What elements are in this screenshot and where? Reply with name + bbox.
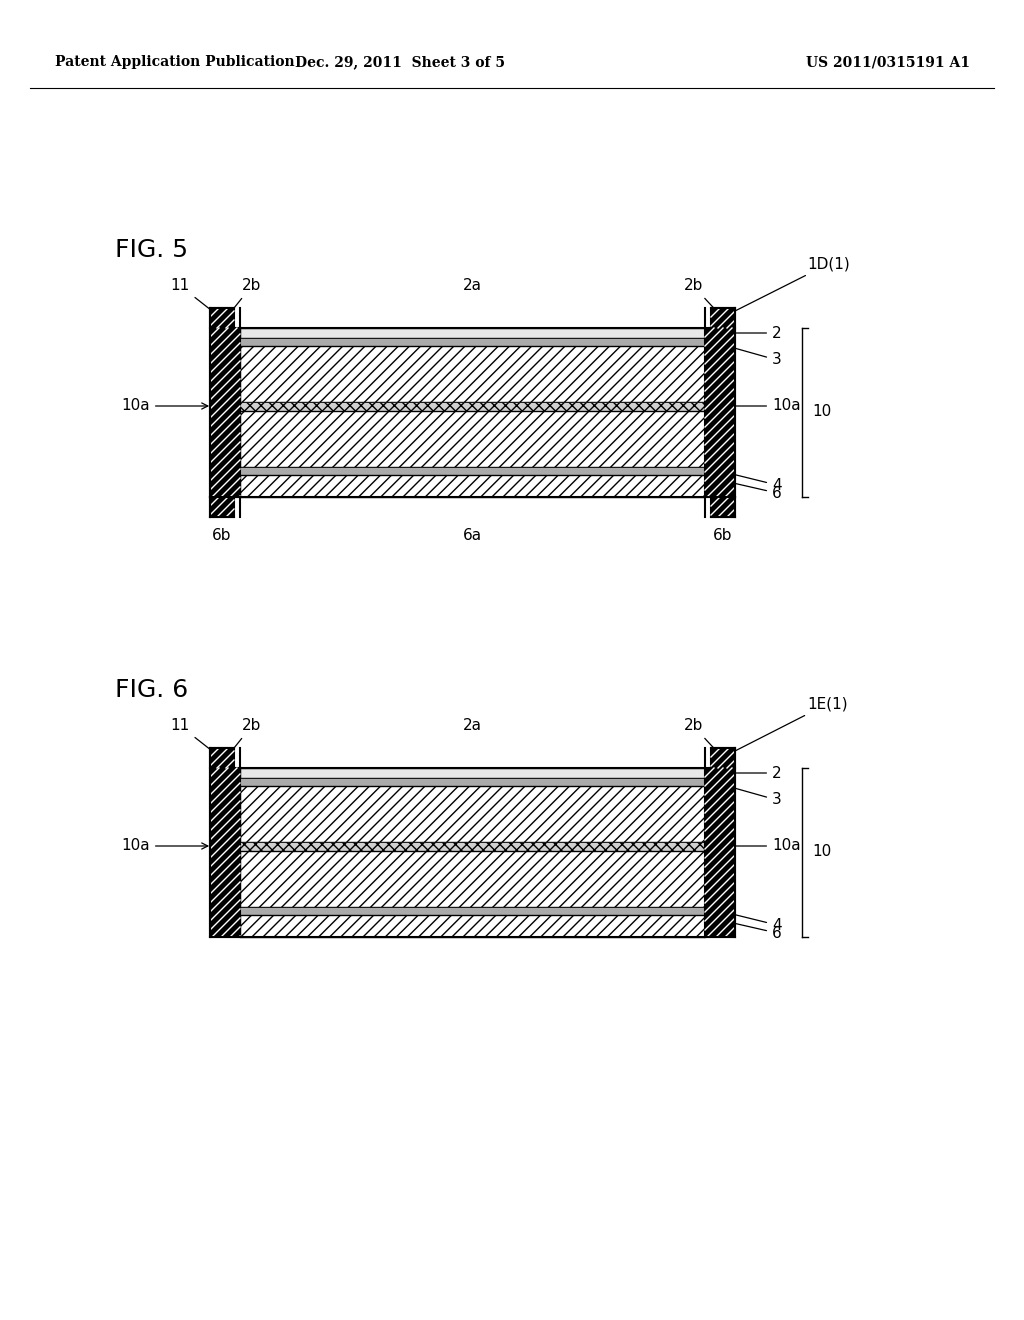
Text: 10a: 10a bbox=[710, 838, 801, 854]
Text: 6b: 6b bbox=[212, 528, 231, 543]
Text: 10a: 10a bbox=[122, 838, 208, 854]
Text: 10: 10 bbox=[812, 845, 831, 859]
Bar bbox=[240, 403, 705, 411]
Text: 6a: 6a bbox=[463, 528, 481, 543]
Bar bbox=[240, 475, 705, 498]
Text: 2b: 2b bbox=[227, 279, 261, 315]
Text: 2b: 2b bbox=[684, 279, 721, 315]
Bar bbox=[240, 327, 705, 338]
Text: 2b: 2b bbox=[227, 718, 261, 756]
Bar bbox=[210, 748, 234, 768]
Bar bbox=[240, 768, 705, 777]
Bar bbox=[210, 498, 234, 517]
Bar bbox=[210, 308, 234, 327]
Text: 6: 6 bbox=[723, 480, 781, 500]
Bar bbox=[240, 907, 705, 915]
Text: 6b: 6b bbox=[714, 528, 733, 543]
Text: 2: 2 bbox=[723, 766, 781, 780]
Bar bbox=[711, 498, 735, 517]
Text: 2b: 2b bbox=[684, 718, 721, 756]
Text: US 2011/0315191 A1: US 2011/0315191 A1 bbox=[806, 55, 970, 69]
Text: 1E(1): 1E(1) bbox=[735, 697, 848, 751]
Text: 1D(1): 1D(1) bbox=[735, 256, 850, 310]
Text: 3: 3 bbox=[723, 345, 781, 367]
Text: 10a: 10a bbox=[122, 399, 208, 413]
Text: 6: 6 bbox=[723, 920, 781, 940]
Text: Patent Application Publication: Patent Application Publication bbox=[55, 55, 295, 69]
Text: Dec. 29, 2011  Sheet 3 of 5: Dec. 29, 2011 Sheet 3 of 5 bbox=[295, 55, 505, 69]
Bar bbox=[705, 327, 735, 498]
Bar bbox=[240, 915, 705, 937]
Bar bbox=[240, 346, 705, 403]
Text: FIG. 5: FIG. 5 bbox=[115, 238, 188, 261]
Text: 2: 2 bbox=[723, 326, 781, 341]
Bar bbox=[210, 768, 240, 937]
Bar bbox=[240, 338, 705, 346]
Bar bbox=[711, 748, 735, 768]
Text: 4: 4 bbox=[723, 912, 781, 932]
Text: 4: 4 bbox=[723, 471, 781, 492]
Text: 2a: 2a bbox=[463, 279, 481, 293]
Bar bbox=[210, 327, 240, 498]
Bar bbox=[240, 851, 705, 907]
Text: 11: 11 bbox=[171, 279, 214, 313]
Bar bbox=[240, 842, 705, 851]
Text: FIG. 6: FIG. 6 bbox=[115, 678, 188, 702]
Text: 10: 10 bbox=[812, 404, 831, 420]
Bar bbox=[240, 785, 705, 842]
Text: 2a: 2a bbox=[463, 718, 481, 734]
Bar bbox=[705, 768, 735, 937]
Bar bbox=[240, 777, 705, 785]
Bar bbox=[240, 411, 705, 467]
Bar bbox=[711, 308, 735, 327]
Bar bbox=[240, 467, 705, 475]
Text: 10a: 10a bbox=[710, 399, 801, 413]
Text: 3: 3 bbox=[723, 785, 781, 808]
Text: 11: 11 bbox=[171, 718, 214, 752]
